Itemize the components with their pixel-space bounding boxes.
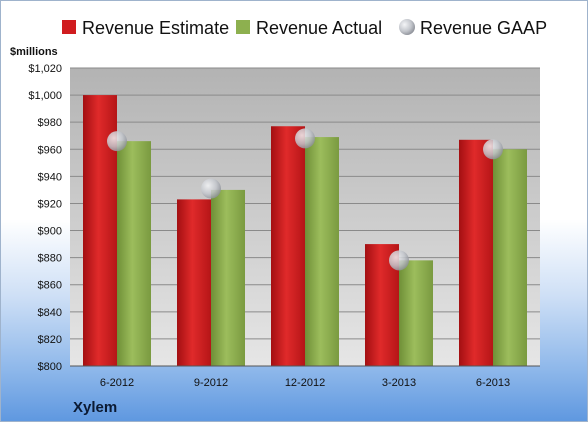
gaap-markers [107, 128, 503, 271]
company-name: Xylem [73, 399, 117, 416]
legend-item-revenue-gaap: Revenue GAAP [399, 18, 547, 38]
y-tick-label: $900 [38, 226, 62, 238]
y-axis-ticks: $800 $820 $840 $860 $880 $900 $920 $940 $960 $980… [28, 63, 62, 373]
bars [83, 95, 527, 366]
bar-revenue-estimate [271, 126, 305, 366]
marker-revenue-gaap [389, 250, 409, 271]
marker-revenue-gaap [201, 178, 221, 199]
y-tick-label: $920 [38, 198, 62, 210]
y-tick-label: $840 [38, 307, 62, 319]
marker-revenue-gaap [483, 139, 503, 160]
y-tick-label: $1,020 [28, 63, 62, 75]
bar-revenue-estimate [177, 199, 211, 366]
marker-revenue-gaap [107, 131, 127, 152]
x-tick-label: 9-2012 [194, 377, 228, 389]
x-axis-ticks: 6-2012 9-2012 12-2012 3-2013 6-2013 [100, 377, 510, 389]
bar-revenue-actual [399, 260, 433, 366]
y-tick-label: $860 [38, 280, 62, 292]
y-tick-label: $820 [38, 334, 62, 346]
legend-swatch-actual [236, 20, 250, 34]
bar-revenue-actual [211, 189, 245, 366]
legend: Revenue Estimate Revenue Actual Revenue … [62, 18, 547, 38]
legend-item-revenue-actual: Revenue Actual [236, 18, 382, 38]
y-tick-label: $800 [38, 361, 62, 373]
y-tick-label: $940 [38, 171, 62, 183]
legend-swatch-estimate [62, 20, 76, 34]
legend-label-actual: Revenue Actual [256, 18, 382, 38]
legend-swatch-gaap [399, 19, 415, 35]
legend-label-gaap: Revenue GAAP [420, 18, 547, 38]
marker-revenue-gaap [295, 128, 315, 149]
legend-label-estimate: Revenue Estimate [82, 18, 229, 38]
y-tick-label: $880 [38, 253, 62, 265]
x-tick-label: 3-2013 [382, 377, 416, 389]
x-tick-label: 12-2012 [285, 377, 325, 389]
y-tick-label: $1,000 [28, 90, 62, 102]
bar-revenue-actual [117, 141, 151, 366]
y-axis-unit-label: $millions [10, 46, 58, 58]
x-tick-label: 6-2012 [100, 377, 134, 389]
y-tick-label: $980 [38, 117, 62, 129]
legend-item-revenue-estimate: Revenue Estimate [62, 18, 229, 38]
y-tick-label: $960 [38, 144, 62, 156]
x-tick-label: 6-2013 [476, 377, 510, 389]
bar-revenue-actual [305, 137, 339, 366]
bar-revenue-estimate [459, 139, 493, 366]
bar-revenue-actual [493, 149, 527, 366]
